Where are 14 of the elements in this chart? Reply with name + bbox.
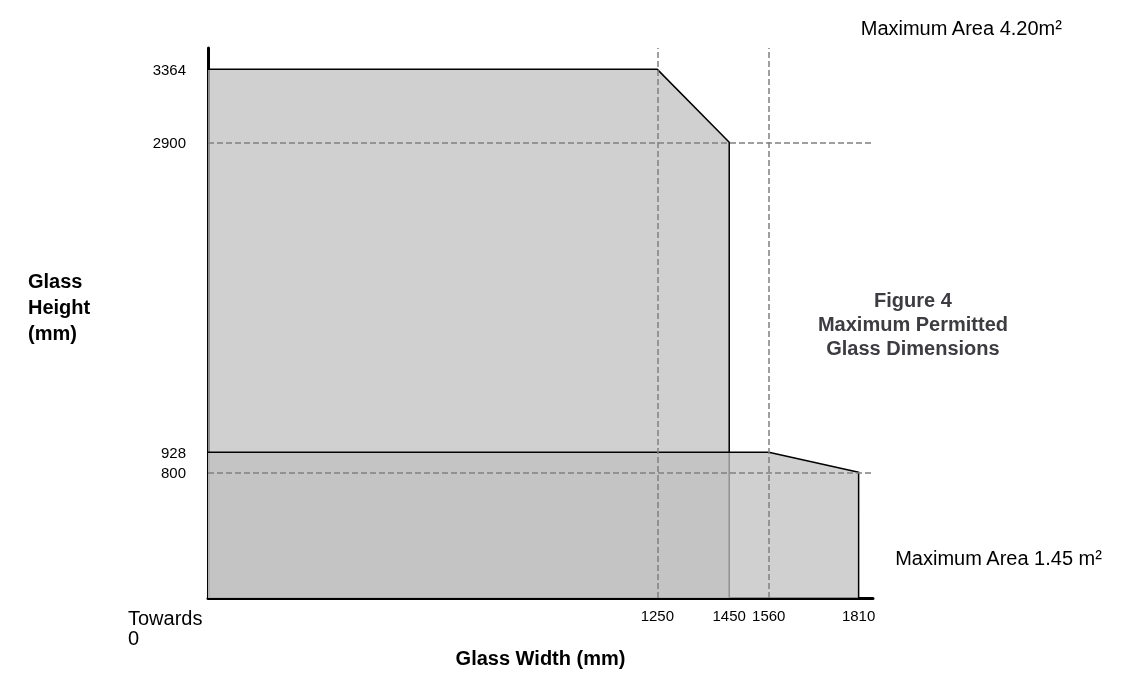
text: Maximum Area 1.45 m² bbox=[895, 547, 1103, 569]
y-tick-label: 928 bbox=[160, 443, 186, 461]
x-axis-title: Glass Width (mm) bbox=[455, 647, 626, 669]
x-tick-label: 1450 bbox=[712, 607, 746, 624]
x-tick-label: 1250 bbox=[640, 607, 675, 624]
y-tick-label: 2900 bbox=[152, 133, 186, 151]
x-tick-label: 1810 bbox=[841, 607, 876, 624]
y-tick-label: 3364 bbox=[152, 60, 186, 78]
y-tick-label: 800 bbox=[160, 463, 186, 481]
text: Towards 0 bbox=[128, 607, 203, 649]
text: Maximum Area 4.20m² bbox=[860, 17, 1063, 39]
text: Figure 4 Maximum Permitted Glass Dimensions bbox=[817, 289, 1008, 359]
x-tick-label: 1560 bbox=[752, 607, 786, 624]
y-axis-title: Glass Height (mm) bbox=[28, 270, 91, 344]
